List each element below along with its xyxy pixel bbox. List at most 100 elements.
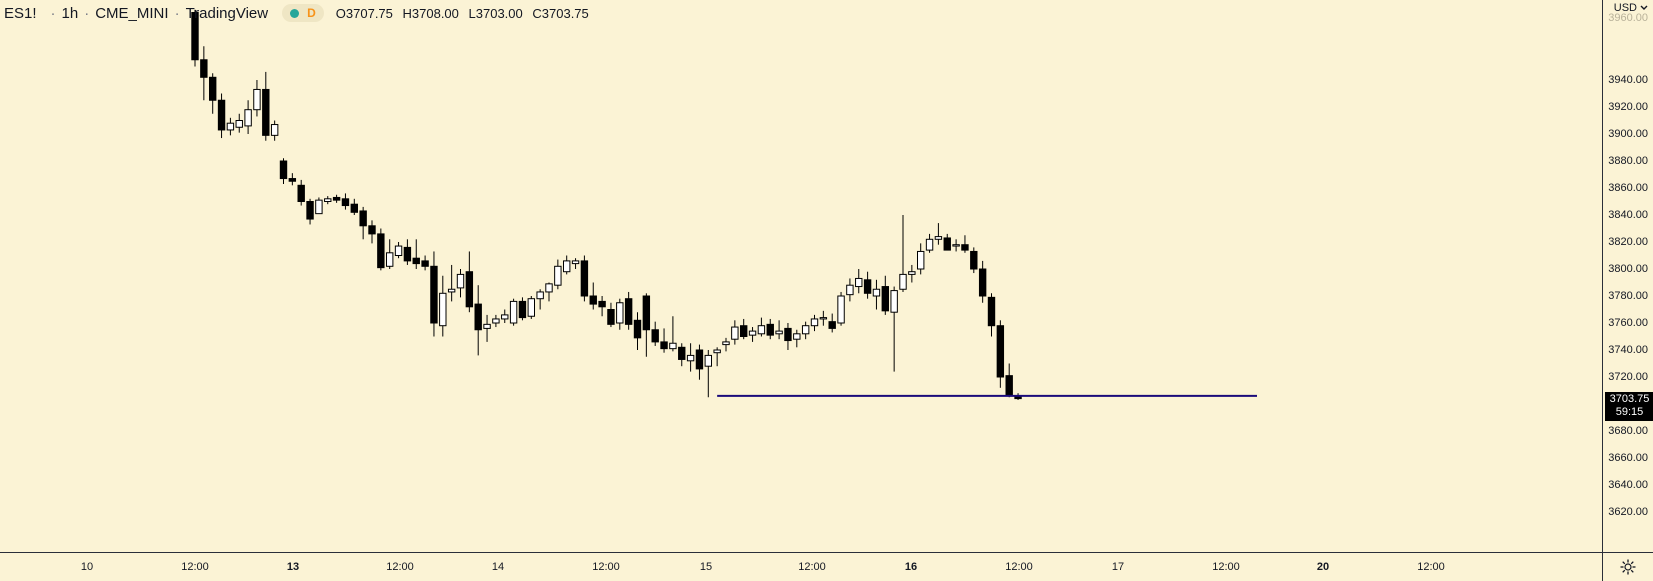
currency-selector[interactable]: USD bbox=[1614, 2, 1648, 14]
candle bbox=[386, 239, 394, 269]
candle-body bbox=[890, 290, 898, 313]
dot-separator: · bbox=[50, 4, 56, 22]
candle-body bbox=[545, 283, 553, 293]
price-tick-label: 3840.00 bbox=[1608, 209, 1648, 221]
candle bbox=[209, 73, 217, 114]
market-open-dot-icon bbox=[290, 8, 300, 18]
candle bbox=[421, 255, 429, 271]
time-tick-label: 14 bbox=[491, 561, 505, 573]
candle bbox=[607, 302, 615, 328]
candle bbox=[740, 318, 748, 340]
candle-body bbox=[421, 260, 429, 267]
price-tick-label: 3780.00 bbox=[1608, 290, 1648, 302]
price-tick-label: 3740.00 bbox=[1608, 344, 1648, 356]
candle-body bbox=[810, 318, 819, 327]
candle-body bbox=[332, 196, 341, 201]
candle bbox=[191, 9, 199, 67]
price-tick-label: 3660.00 bbox=[1608, 452, 1648, 464]
candle-body bbox=[713, 349, 721, 354]
candle-body bbox=[412, 257, 420, 265]
candle bbox=[899, 215, 907, 292]
candle-body bbox=[403, 246, 412, 262]
candle-body bbox=[766, 323, 774, 336]
candle-body bbox=[509, 300, 518, 324]
currency-label: USD bbox=[1613, 2, 1637, 14]
time-axis[interactable]: 10 12:00 13 12:00 14 12:00 15 12:00 16 12:00 17 12:… bbox=[0, 552, 1602, 581]
candle-body bbox=[899, 273, 907, 290]
candle-body bbox=[686, 354, 695, 362]
candle-body bbox=[642, 295, 651, 331]
time-tick-label: 10 bbox=[80, 561, 94, 573]
candle-body bbox=[819, 317, 828, 320]
candle-body bbox=[377, 233, 385, 269]
candle-body bbox=[235, 120, 243, 128]
candle-body bbox=[368, 225, 376, 235]
candle-body bbox=[474, 303, 482, 331]
candle bbox=[571, 258, 580, 269]
candle-body bbox=[855, 277, 863, 288]
candle bbox=[731, 320, 739, 345]
candle bbox=[846, 278, 854, 302]
candle bbox=[669, 316, 677, 352]
chart-pane[interactable]: ES1! · 1h · CME_MINI · TradingView D O37… bbox=[0, 0, 1602, 552]
candle bbox=[651, 321, 659, 346]
candle bbox=[509, 298, 518, 326]
candle bbox=[279, 158, 288, 184]
provider-label: TradingView bbox=[185, 4, 269, 22]
price-tick-label: 3720.00 bbox=[1608, 371, 1648, 383]
candle bbox=[501, 309, 509, 323]
market-status-pill[interactable]: D bbox=[282, 4, 324, 22]
candle-body bbox=[978, 268, 987, 297]
price-tick-label: 3880.00 bbox=[1608, 155, 1648, 167]
bar-countdown: 59:15 bbox=[1615, 405, 1644, 418]
candle bbox=[465, 251, 474, 313]
candle bbox=[377, 228, 385, 271]
candle-body bbox=[917, 250, 925, 270]
candle bbox=[306, 198, 314, 225]
axis-corner bbox=[1602, 552, 1653, 581]
price-axis[interactable]: USD 3960.00 3940.00 3920.00 3900.00 3880.00 3… bbox=[1602, 0, 1653, 552]
candle bbox=[456, 269, 465, 298]
price-tick-label: 3820.00 bbox=[1608, 236, 1648, 248]
candle-body bbox=[961, 244, 969, 251]
candle bbox=[430, 251, 438, 337]
candle bbox=[536, 289, 544, 310]
candle bbox=[987, 293, 996, 337]
close-value: C3703.75 bbox=[532, 5, 589, 21]
candle bbox=[704, 350, 712, 398]
candle-body bbox=[262, 88, 270, 136]
chevron-down-icon bbox=[1640, 5, 1648, 10]
settings-gear-icon[interactable] bbox=[1619, 558, 1637, 576]
candle-body bbox=[784, 327, 792, 342]
interval-label[interactable]: 1h bbox=[61, 4, 79, 22]
candle-body bbox=[1005, 375, 1013, 397]
candle-body bbox=[465, 271, 474, 308]
candle-body bbox=[518, 300, 527, 319]
candle bbox=[545, 282, 553, 302]
candle-body bbox=[934, 236, 943, 240]
candle-body bbox=[695, 349, 704, 370]
candle-body bbox=[952, 244, 960, 247]
candle-body bbox=[456, 273, 465, 289]
candle bbox=[341, 193, 350, 210]
candle bbox=[447, 264, 456, 302]
candle bbox=[253, 80, 261, 117]
candle bbox=[961, 235, 969, 253]
time-tick-label: 20 bbox=[1316, 561, 1330, 573]
time-tick-label: 12:00 bbox=[181, 561, 209, 573]
price-tick-label: 3960.00 bbox=[1608, 12, 1648, 24]
candle bbox=[217, 93, 226, 139]
candle-body bbox=[270, 124, 279, 136]
candle-body bbox=[394, 245, 403, 257]
candle bbox=[748, 327, 757, 342]
time-tick-label: 12:00 bbox=[1417, 561, 1445, 573]
candle-body bbox=[633, 319, 642, 339]
candle-body bbox=[970, 250, 978, 270]
candle bbox=[801, 321, 810, 340]
symbol-label[interactable]: ES1! bbox=[4, 4, 37, 22]
candle-body bbox=[607, 309, 615, 325]
candle bbox=[262, 71, 270, 141]
candlestick-chart[interactable] bbox=[0, 0, 1602, 552]
price-tick-label: 3920.00 bbox=[1608, 101, 1648, 113]
chart-legend: ES1! · 1h · CME_MINI · TradingView D O37… bbox=[4, 3, 595, 23]
